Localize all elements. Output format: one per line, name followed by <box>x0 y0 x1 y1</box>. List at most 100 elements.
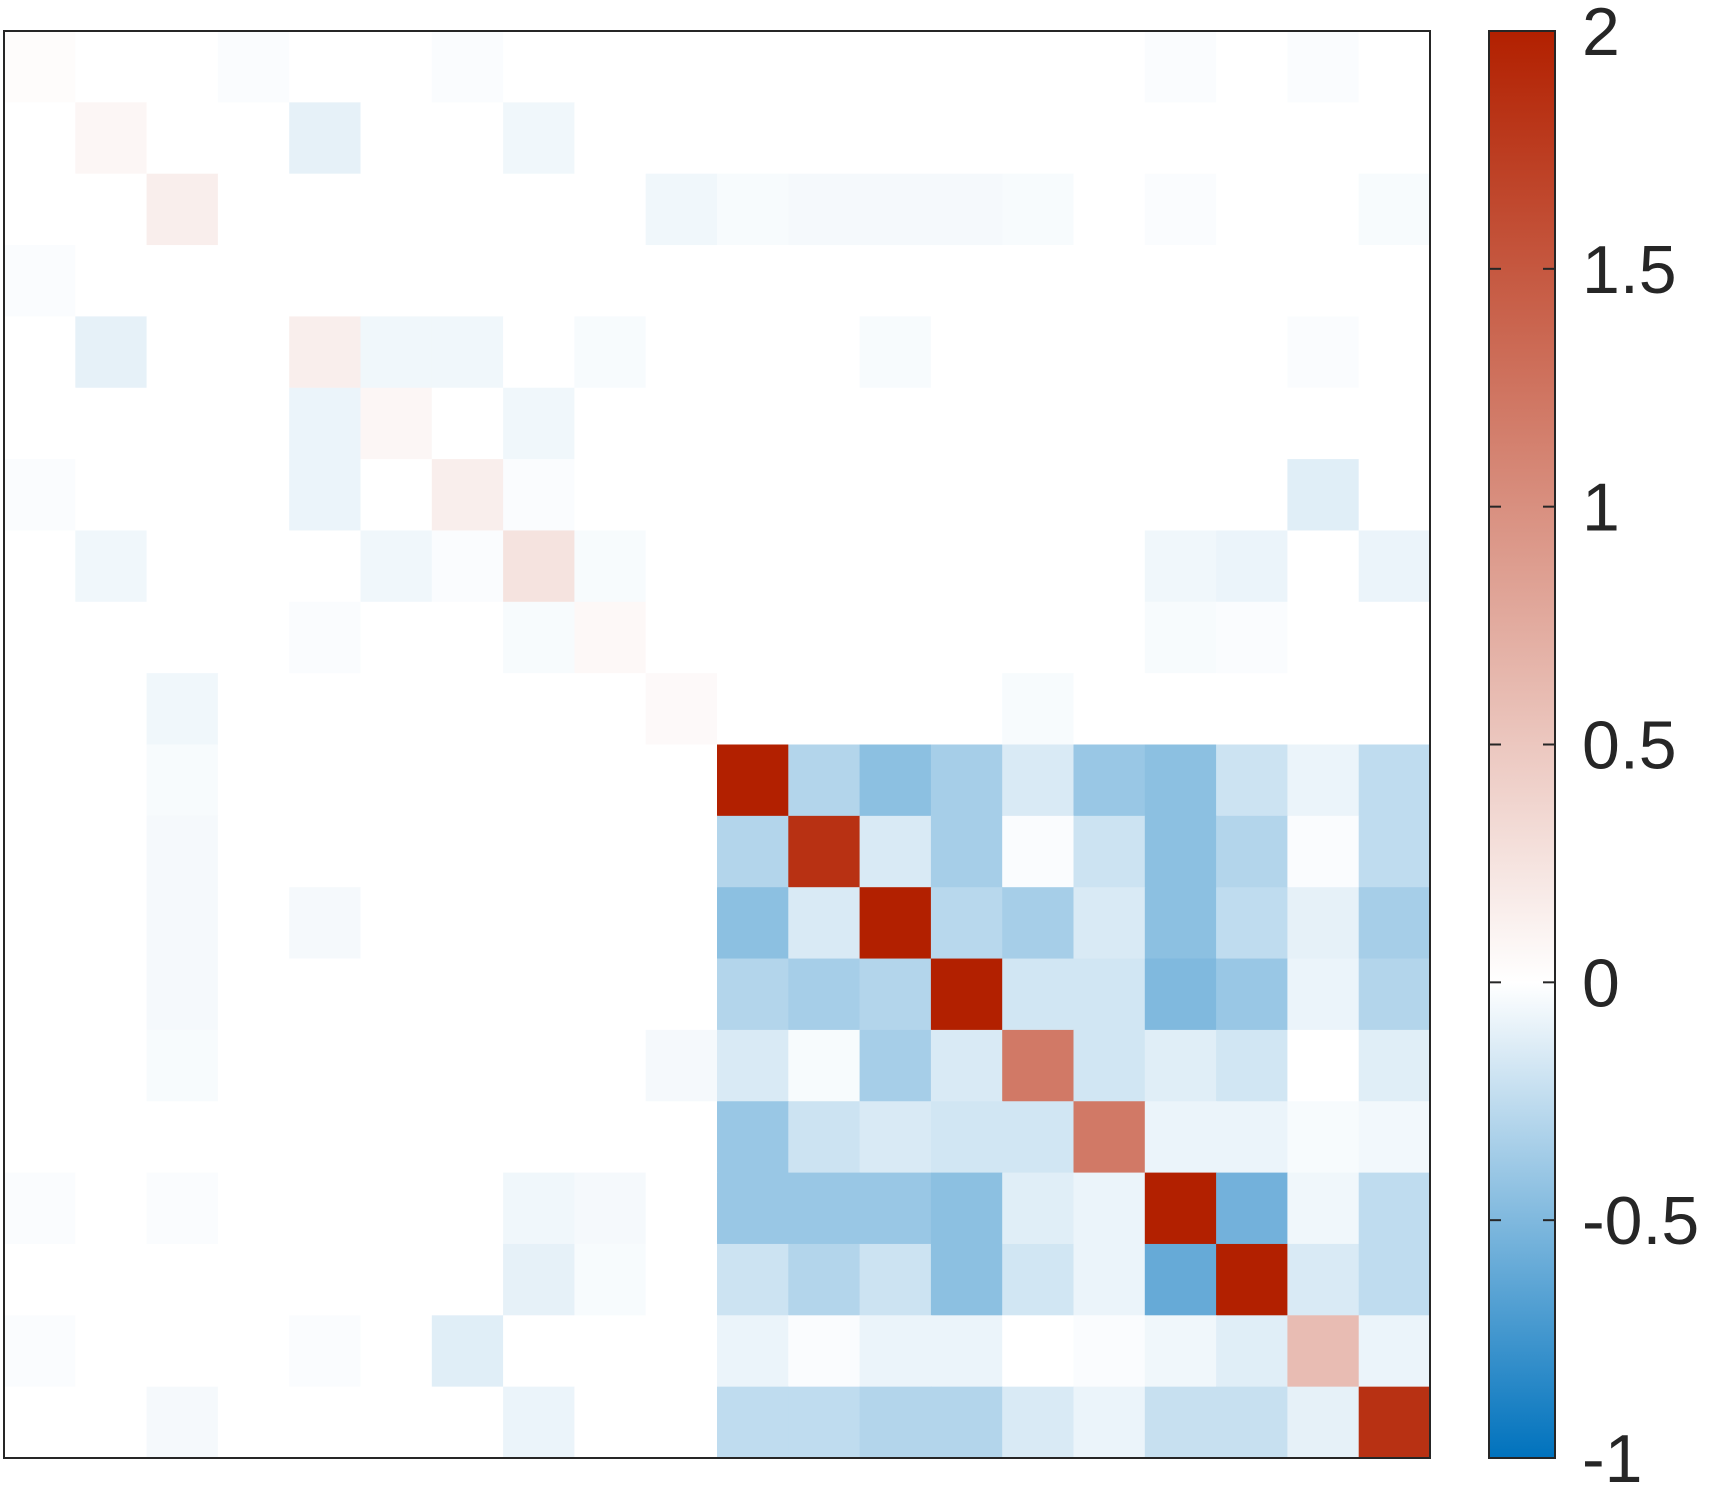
heatmap-cell-r19-c2 <box>146 1386 219 1459</box>
heatmap-cell-r14-c5 <box>360 1029 433 1102</box>
heatmap-cell-r6-c12 <box>859 459 932 532</box>
heatmap-cell-r12-c8 <box>574 887 647 960</box>
heatmap-cell-r3-c18 <box>1287 245 1360 317</box>
heatmap-cell-r18-c18 <box>1287 1315 1360 1388</box>
heatmap-cell-r1-c5 <box>360 102 433 175</box>
heatmap-cell-r5-c17 <box>1216 387 1288 460</box>
heatmap-cell-r7-c4 <box>289 530 362 603</box>
heatmap-cell-r11-c3 <box>217 815 290 888</box>
heatmap-cell-r7-c2 <box>146 530 219 603</box>
heatmap-cell-r9-c17 <box>1216 673 1288 746</box>
heatmap-cell-r13-c12 <box>859 958 932 1031</box>
heatmap-cell-r0-c18 <box>1287 31 1360 103</box>
heatmap-cell-r6-c19 <box>1358 459 1431 532</box>
heatmap-cell-r8-c2 <box>146 601 219 674</box>
heatmap-cell-r3-c14 <box>1002 245 1075 317</box>
heatmap-cell-r2-c18 <box>1287 173 1360 246</box>
heatmap-cell-r0-c14 <box>1002 31 1075 103</box>
heatmap-cell-r4-c7 <box>503 316 575 389</box>
heatmap-cell-r19-c7 <box>503 1386 575 1459</box>
heatmap-cell-r1-c15 <box>1073 102 1146 175</box>
heatmap-cell-r1-c1 <box>75 102 148 175</box>
heatmap-cell-r10-c16 <box>1144 744 1217 817</box>
heatmap-cell-r0-c19 <box>1358 31 1431 103</box>
heatmap-cell-r6-c18 <box>1287 459 1360 532</box>
heatmap-cell-r0-c17 <box>1216 31 1288 103</box>
heatmap-cell-r2-c15 <box>1073 173 1146 246</box>
heatmap-cell-r10-c18 <box>1287 744 1360 817</box>
heatmap-cell-r12-c9 <box>645 887 718 960</box>
heatmap-cell-r16-c1 <box>75 1172 148 1245</box>
heatmap-cell-r13-c9 <box>645 958 718 1031</box>
heatmap-cell-r8-c3 <box>217 601 290 674</box>
heatmap-cell-r12-c13 <box>930 887 1003 960</box>
heatmap-cell-r0-c3 <box>217 31 290 103</box>
heatmap-cell-r13-c15 <box>1073 958 1146 1031</box>
heatmap-cell-r1-c3 <box>217 102 290 175</box>
heatmap-cell-r13-c14 <box>1002 958 1075 1031</box>
heatmap-cell-r3-c6 <box>431 245 504 317</box>
heatmap-cell-r8-c13 <box>930 601 1003 674</box>
heatmap-cell-r0-c10 <box>717 31 789 103</box>
heatmap-cell-r5-c6 <box>431 387 504 460</box>
heatmap-cell-r19-c6 <box>431 1386 504 1459</box>
heatmap-cell-r15-c8 <box>574 1101 647 1174</box>
heatmap-cell-r3-c11 <box>788 245 861 317</box>
heatmap-cell-r0-c16 <box>1144 31 1217 103</box>
heatmap-cell-r5-c4 <box>289 387 362 460</box>
heatmap-cell-r9-c12 <box>859 673 932 746</box>
heatmap-cell-r7-c7 <box>503 530 575 603</box>
heatmap-cell-r8-c14 <box>1002 601 1075 674</box>
heatmap-cell-r7-c1 <box>75 530 148 603</box>
heatmap-cell-r10-c8 <box>574 744 647 817</box>
heatmap-cell-r4-c14 <box>1002 316 1075 389</box>
heatmap-cell-r7-c10 <box>717 530 789 603</box>
heatmap-cell-r3-c1 <box>75 245 148 317</box>
heatmap-cell-r16-c7 <box>503 1172 575 1245</box>
heatmap-cell-r7-c13 <box>930 530 1003 603</box>
heatmap-cell-r10-c5 <box>360 744 433 817</box>
heatmap-cell-r14-c4 <box>289 1029 362 1102</box>
heatmap-cell-r7-c6 <box>431 530 504 603</box>
heatmap-cell-r3-c5 <box>360 245 433 317</box>
heatmap-cell-r12-c15 <box>1073 887 1146 960</box>
heatmap-cell-r11-c19 <box>1358 815 1431 888</box>
heatmap-cell-r3-c10 <box>717 245 789 317</box>
heatmap-cell-r6-c9 <box>645 459 718 532</box>
heatmap-cell-r13-c13 <box>930 958 1003 1031</box>
heatmap-cell-r14-c7 <box>503 1029 575 1102</box>
heatmap-cell-r8-c4 <box>289 601 362 674</box>
heatmap-cell-r3-c0 <box>4 245 76 317</box>
heatmap-cell-r8-c10 <box>717 601 789 674</box>
heatmap-cell-r6-c17 <box>1216 459 1288 532</box>
heatmap-cell-r5-c12 <box>859 387 932 460</box>
heatmap-cell-r13-c5 <box>360 958 433 1031</box>
heatmap-cell-r12-c4 <box>289 887 362 960</box>
heatmap-cell-r18-c17 <box>1216 1315 1288 1388</box>
heatmap-cell-r19-c1 <box>75 1386 148 1459</box>
heatmap-cell-r4-c11 <box>788 316 861 389</box>
heatmap-cell-r9-c18 <box>1287 673 1360 746</box>
heatmap-cell-r7-c9 <box>645 530 718 603</box>
heatmap-cell-r14-c10 <box>717 1029 789 1102</box>
heatmap-cell-r5-c10 <box>717 387 789 460</box>
heatmap-cell-r18-c14 <box>1002 1315 1075 1388</box>
heatmap-cell-r5-c1 <box>75 387 148 460</box>
heatmap-cell-r15-c1 <box>75 1101 148 1174</box>
heatmap-cell-r11-c14 <box>1002 815 1075 888</box>
heatmap-cell-r7-c12 <box>859 530 932 603</box>
heatmap-cell-r2-c10 <box>717 173 789 246</box>
heatmap-cell-r17-c2 <box>146 1243 219 1316</box>
heatmap-cell-r19-c16 <box>1144 1386 1217 1459</box>
heatmap-cell-r11-c10 <box>717 815 789 888</box>
heatmap-cell-r16-c6 <box>431 1172 504 1245</box>
heatmap-cell-r14-c13 <box>930 1029 1003 1102</box>
heatmap-cell-r12-c10 <box>717 887 789 960</box>
heatmap-cell-r4-c12 <box>859 316 932 389</box>
heatmap-cell-r2-c4 <box>289 173 362 246</box>
heatmap-cell-r10-c11 <box>788 744 861 817</box>
heatmap-cell-r10-c14 <box>1002 744 1075 817</box>
heatmap-cell-r13-c0 <box>4 958 76 1031</box>
heatmap-cell-r13-c18 <box>1287 958 1360 1031</box>
heatmap-cell-r13-c1 <box>75 958 148 1031</box>
